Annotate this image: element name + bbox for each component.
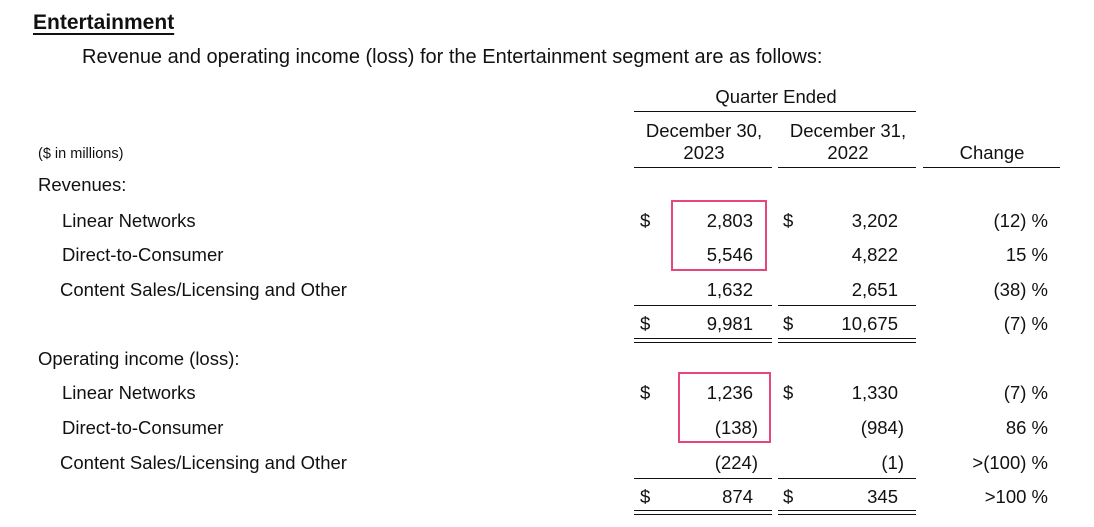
revenue-prior-value: 3,202 — [851, 210, 898, 231]
highlight-box-operating-income — [678, 372, 771, 443]
revenue-total-current: 9,981 — [706, 313, 753, 334]
currency-symbol: $ — [640, 486, 651, 507]
operating-current-value: (138) — [714, 417, 758, 438]
intro-text: Revenue and operating income (loss) for … — [82, 46, 823, 68]
operating-current-value: 1,236 — [706, 382, 753, 403]
highlight-box-revenues — [671, 200, 767, 271]
revenue-current-value: 5,546 — [706, 244, 753, 265]
revenue-total-prior: 10,675 — [841, 313, 898, 334]
subtotal-rule-current — [634, 478, 772, 479]
operating-prior-value: (984) — [860, 417, 904, 438]
header-rule-change — [923, 167, 1060, 168]
operating-prior-value: (1) — [881, 452, 904, 473]
currency-symbol: $ — [783, 313, 794, 334]
revenues-label: Revenues: — [38, 174, 127, 195]
revenue-current-value: 1,632 — [706, 279, 753, 300]
column-header-change: Change — [959, 142, 1025, 163]
period-header: Quarter Ended — [715, 86, 837, 107]
revenue-prior-value: 2,651 — [851, 279, 898, 300]
operating-change-value: >(100) % — [972, 452, 1048, 473]
subtotal-rule-prior — [778, 478, 916, 479]
currency-symbol: $ — [640, 382, 651, 403]
currency-symbol: $ — [640, 313, 651, 334]
operating-prior-value: 1,330 — [851, 382, 898, 403]
currency-symbol: $ — [783, 382, 794, 403]
currency-symbol: $ — [783, 486, 794, 507]
revenue-change-value: (38) % — [993, 279, 1049, 300]
operating-row-label: Direct-to-Consumer — [62, 417, 224, 438]
subtotal-rule-current — [634, 305, 772, 306]
total-double-rule-current — [634, 510, 772, 515]
currency-symbol: $ — [783, 210, 794, 231]
header-rule-prior — [778, 167, 916, 168]
revenue-change-value: 15 % — [1005, 244, 1048, 265]
operating-row-label: Content Sales/Licensing and Other — [60, 452, 347, 473]
operating-row-label: Linear Networks — [62, 382, 196, 403]
total-double-rule-current — [634, 338, 772, 343]
currency-symbol: $ — [640, 210, 651, 231]
revenue-row-label: Linear Networks — [62, 210, 196, 231]
revenue-current-value: 2,803 — [706, 210, 753, 231]
revenue-row-label: Content Sales/Licensing and Other — [60, 279, 347, 300]
subtotal-rule-prior — [778, 305, 916, 306]
operating-total-change: >100 % — [984, 486, 1048, 507]
units-label: ($ in millions) — [38, 146, 124, 162]
revenue-change-value: (12) % — [993, 210, 1049, 231]
header-rule-current — [634, 167, 772, 168]
revenue-row-label: Direct-to-Consumer — [62, 244, 224, 265]
period-header-rule — [634, 111, 916, 112]
operating-current-value: (224) — [714, 452, 758, 473]
operating-change-value: 86 % — [1005, 417, 1048, 438]
revenue-prior-value: 4,822 — [851, 244, 898, 265]
revenue-total-change: (7) % — [1003, 313, 1048, 334]
total-double-rule-prior — [778, 338, 916, 343]
operating-income-label: Operating income (loss): — [38, 348, 240, 369]
operating-total-current: 874 — [722, 486, 753, 507]
total-double-rule-prior — [778, 510, 916, 515]
column-header-prior: December 31, 2022 — [789, 120, 907, 163]
operating-change-value: (7) % — [1003, 382, 1048, 403]
section-title: Entertainment — [33, 11, 175, 34]
column-header-current: December 30, 2023 — [645, 120, 763, 163]
operating-total-prior: 345 — [867, 486, 898, 507]
